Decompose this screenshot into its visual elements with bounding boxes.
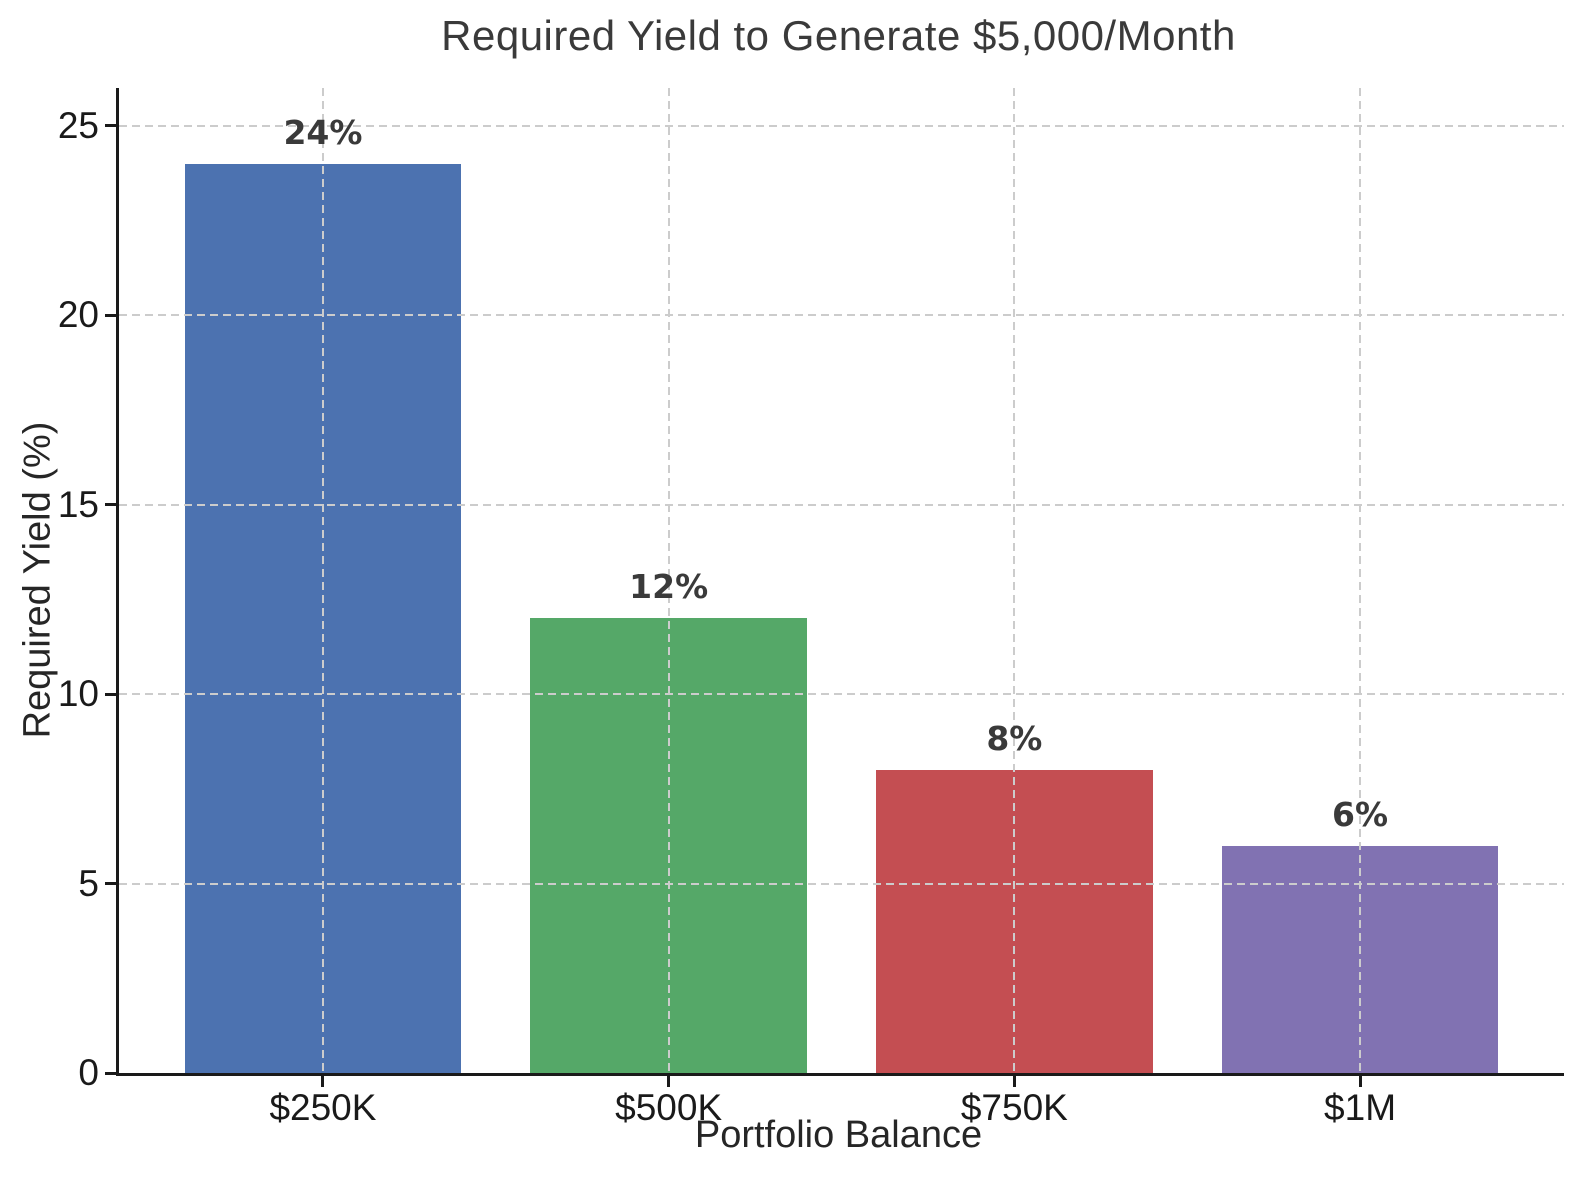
y-tick-label-15: 15 bbox=[57, 483, 99, 525]
bar-value-label-$1M: 6% bbox=[1332, 794, 1389, 834]
y-tick-mark-5 bbox=[105, 882, 116, 886]
x-axis-label: Portfolio Balance bbox=[694, 1114, 983, 1156]
gridline-y-5 bbox=[119, 882, 1564, 885]
gridline-x-$750K bbox=[1013, 88, 1016, 1073]
x-tick-mark-$750K bbox=[1012, 1076, 1016, 1087]
gridline-y-15 bbox=[119, 503, 1564, 506]
plot-area: 0 5 10 15 20 25 $250K 24% $500K 12% $750K 8% $1M 6% bbox=[58, 88, 1564, 1128]
y-tick-label-10: 10 bbox=[57, 673, 99, 715]
gridline-x-$500K bbox=[667, 88, 670, 1073]
x-tick-mark-$500K bbox=[667, 1076, 671, 1087]
y-tick-label-20: 20 bbox=[57, 294, 99, 336]
y-tick-label-0: 0 bbox=[78, 1052, 99, 1093]
y-tick-mark-20 bbox=[105, 313, 116, 317]
y-tick-mark-25 bbox=[105, 124, 116, 128]
x-tick-label-$750K: $750K bbox=[960, 1087, 1068, 1128]
chart-title: Required Yield to Generate $5,000/Month bbox=[441, 12, 1236, 59]
x-tick-mark-$1M bbox=[1358, 1076, 1362, 1087]
y-tick-mark-0 bbox=[105, 1071, 116, 1075]
x-tick-mark-$250K bbox=[321, 1076, 325, 1087]
gridline-x-$250K bbox=[321, 88, 324, 1073]
y-tick-label-25: 25 bbox=[57, 104, 99, 146]
gridline-y-25 bbox=[119, 124, 1564, 127]
y-tick-mark-10 bbox=[105, 692, 116, 696]
x-tick-label-$250K: $250K bbox=[269, 1087, 377, 1128]
bar-value-label-$250K: 24% bbox=[283, 112, 363, 152]
x-tick-label-$500K: $500K bbox=[615, 1087, 723, 1128]
y-tick-label-5: 5 bbox=[78, 862, 99, 904]
x-tick-label-$1M: $1M bbox=[1324, 1087, 1397, 1128]
gridline-y-10 bbox=[119, 693, 1564, 696]
bar-value-label-$750K: 8% bbox=[986, 718, 1043, 758]
y-axis-label: Required Yield (%) bbox=[16, 421, 59, 739]
y-tick-mark-15 bbox=[105, 503, 116, 507]
gridline-y-20 bbox=[119, 314, 1564, 317]
bar-value-label-$500K: 12% bbox=[629, 567, 709, 607]
gridline-x-$1M bbox=[1359, 88, 1362, 1073]
